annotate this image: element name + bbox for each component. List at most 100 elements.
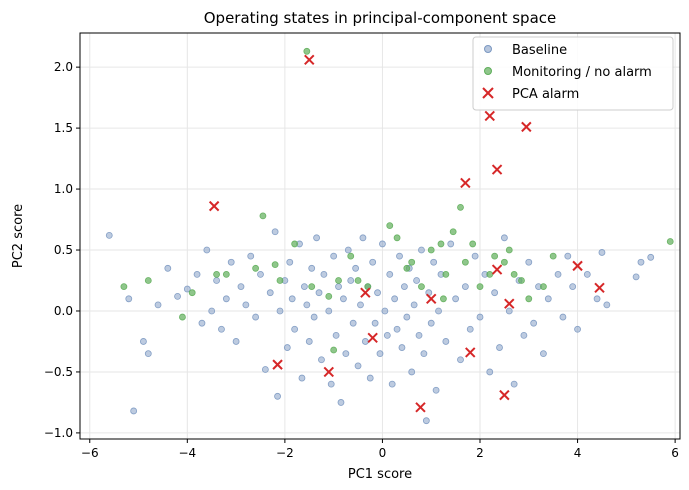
baseline-point bbox=[447, 240, 455, 248]
baseline-point bbox=[457, 356, 464, 364]
baseline-point bbox=[583, 271, 591, 278]
baseline-point bbox=[291, 325, 299, 333]
baseline-point bbox=[442, 338, 450, 345]
baseline-point bbox=[193, 271, 201, 278]
baseline-point bbox=[310, 313, 318, 321]
baseline-point bbox=[164, 264, 172, 272]
baseline-point bbox=[461, 283, 469, 290]
baseline-point bbox=[544, 295, 552, 303]
baseline-point bbox=[486, 368, 494, 376]
baseline-point bbox=[298, 374, 306, 382]
monitoring-point bbox=[330, 346, 338, 354]
alarm-point bbox=[304, 54, 315, 66]
monitoring-point bbox=[386, 222, 394, 230]
baseline-point bbox=[140, 338, 147, 345]
monitoring-point bbox=[510, 271, 518, 278]
alarm-point bbox=[272, 359, 283, 370]
baseline-point bbox=[218, 325, 225, 333]
monitoring-point bbox=[505, 246, 513, 254]
baseline-point bbox=[174, 292, 181, 300]
baseline-point bbox=[559, 313, 567, 321]
monitoring-point bbox=[442, 271, 450, 278]
baseline-point bbox=[435, 307, 442, 315]
baseline-point bbox=[430, 258, 438, 266]
baseline-point bbox=[330, 252, 338, 260]
monitoring-point bbox=[354, 277, 362, 284]
baseline-point bbox=[305, 338, 313, 345]
monitoring-point bbox=[308, 283, 316, 290]
monitoring-point bbox=[449, 228, 457, 236]
monitoring-point bbox=[518, 277, 525, 284]
baseline-point bbox=[471, 252, 479, 260]
alarm-point bbox=[484, 110, 495, 122]
x-tick-label: −2 bbox=[276, 446, 294, 460]
monitoring-point bbox=[418, 283, 425, 290]
baseline-point bbox=[344, 246, 352, 254]
monitoring-point bbox=[540, 283, 547, 290]
baseline-point bbox=[383, 331, 391, 339]
baseline-point bbox=[257, 271, 264, 278]
monitoring-point bbox=[476, 283, 484, 290]
monitoring-point bbox=[188, 289, 196, 297]
baseline-point bbox=[183, 285, 191, 293]
baseline-point bbox=[352, 264, 360, 272]
series-1 bbox=[120, 47, 674, 354]
baseline-point bbox=[520, 331, 528, 339]
legend-marker-monitoring bbox=[484, 67, 492, 75]
monitoring-point bbox=[325, 292, 333, 300]
monitoring-point bbox=[469, 240, 477, 248]
monitoring-point bbox=[461, 258, 469, 266]
baseline-point bbox=[598, 249, 606, 256]
alarm-point bbox=[465, 347, 476, 358]
baseline-point bbox=[403, 313, 411, 321]
baseline-point bbox=[393, 325, 401, 333]
baseline-point bbox=[237, 283, 245, 290]
alarm-point bbox=[460, 177, 471, 189]
data-points bbox=[105, 47, 674, 425]
legend-label-alarm: PCA alarm bbox=[512, 87, 579, 102]
y-tick-label: 1.0 bbox=[54, 182, 73, 196]
baseline-point bbox=[391, 295, 399, 303]
baseline-point bbox=[540, 350, 547, 358]
baseline-point bbox=[105, 231, 113, 239]
series-2 bbox=[208, 54, 605, 413]
monitoring-point bbox=[222, 271, 230, 278]
baseline-point bbox=[288, 295, 296, 303]
monitoring-point bbox=[291, 240, 299, 248]
baseline-point bbox=[222, 295, 230, 303]
legend-box bbox=[472, 36, 674, 111]
baseline-point bbox=[144, 350, 152, 358]
baseline-point bbox=[452, 295, 460, 303]
baseline-point bbox=[647, 253, 655, 261]
monitoring-point bbox=[500, 258, 508, 266]
baseline-point bbox=[496, 344, 503, 351]
baseline-point bbox=[632, 273, 640, 281]
baseline-point bbox=[505, 307, 513, 315]
monitoring-point bbox=[179, 313, 186, 321]
x-tick-label: 4 bbox=[574, 446, 582, 460]
baseline-point bbox=[369, 258, 377, 266]
baseline-point bbox=[376, 350, 384, 358]
monitoring-point bbox=[525, 295, 533, 303]
baseline-point bbox=[415, 331, 423, 339]
monitoring-point bbox=[144, 277, 152, 284]
baseline-point bbox=[491, 289, 499, 297]
baseline-point bbox=[208, 307, 216, 315]
alarm-point bbox=[323, 366, 334, 378]
x-tick-label: −6 bbox=[81, 446, 99, 460]
baseline-point bbox=[154, 301, 162, 309]
baseline-point bbox=[569, 283, 577, 290]
baseline-point bbox=[213, 277, 220, 284]
monitoring-point bbox=[276, 277, 284, 284]
baseline-point bbox=[325, 307, 333, 315]
baseline-point bbox=[276, 307, 284, 315]
monitoring-point bbox=[335, 277, 342, 284]
baseline-point bbox=[574, 325, 581, 333]
baseline-point bbox=[315, 289, 323, 297]
baseline-point bbox=[335, 283, 342, 290]
baseline-point bbox=[342, 350, 350, 358]
monitoring-point bbox=[486, 271, 494, 278]
alarm-point bbox=[491, 264, 503, 275]
baseline-point bbox=[271, 228, 279, 236]
y-axis-ticks: −1.0 −0.5 0.0 0.5 1.0 1.5 2.0 bbox=[44, 60, 80, 440]
